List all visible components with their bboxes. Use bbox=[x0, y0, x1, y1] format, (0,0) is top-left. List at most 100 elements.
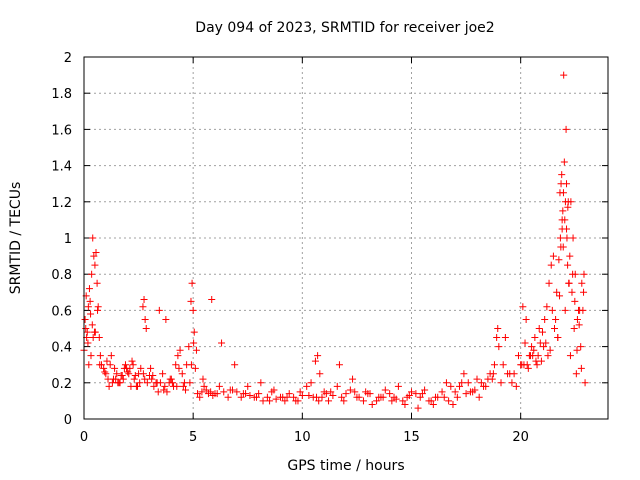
x-tick-label: 15 bbox=[403, 430, 420, 445]
y-tick-label: 1.6 bbox=[51, 123, 72, 138]
data-point bbox=[298, 391, 306, 399]
data-point bbox=[111, 364, 119, 372]
data-point bbox=[520, 361, 528, 369]
data-point bbox=[87, 352, 95, 360]
data-point bbox=[569, 270, 577, 278]
data-point bbox=[373, 397, 381, 405]
data-point bbox=[316, 370, 324, 378]
data-point bbox=[552, 315, 560, 323]
y-tick-label: 1.8 bbox=[51, 87, 72, 102]
data-point bbox=[549, 252, 557, 260]
data-point bbox=[96, 361, 104, 369]
data-point bbox=[105, 382, 113, 390]
data-point bbox=[257, 379, 265, 387]
data-point bbox=[141, 315, 149, 323]
data-point bbox=[497, 379, 505, 387]
data-point bbox=[394, 382, 402, 390]
data-point bbox=[307, 379, 315, 387]
data-point bbox=[162, 315, 170, 323]
data-point bbox=[176, 346, 184, 354]
data-point bbox=[270, 386, 278, 394]
data-point bbox=[187, 297, 195, 305]
data-point bbox=[90, 252, 98, 260]
data-point bbox=[220, 388, 228, 396]
data-point bbox=[311, 357, 319, 365]
data-point bbox=[519, 303, 527, 311]
data-point bbox=[535, 325, 543, 332]
data-point bbox=[456, 382, 464, 390]
data-point bbox=[541, 315, 549, 323]
data-point bbox=[272, 395, 280, 403]
x-tick-label: 10 bbox=[294, 430, 311, 445]
data-point bbox=[215, 382, 223, 390]
data-point bbox=[131, 372, 139, 380]
data-point bbox=[186, 379, 194, 387]
data-point bbox=[133, 382, 141, 390]
data-point bbox=[553, 288, 561, 296]
data-point bbox=[128, 357, 136, 365]
data-point bbox=[571, 297, 579, 305]
data-point bbox=[554, 334, 562, 342]
data-point bbox=[198, 388, 206, 396]
data-point bbox=[89, 234, 97, 242]
data-point bbox=[521, 339, 529, 347]
data-point bbox=[90, 328, 98, 336]
data-point bbox=[548, 306, 556, 314]
data-point bbox=[88, 270, 96, 278]
data-point bbox=[290, 393, 298, 401]
data-point bbox=[305, 391, 313, 399]
data-point bbox=[471, 386, 479, 394]
data-point bbox=[155, 306, 163, 314]
data-point bbox=[194, 390, 202, 398]
data-point bbox=[179, 382, 187, 390]
data-point bbox=[555, 256, 563, 264]
data-point bbox=[530, 346, 538, 354]
data-point bbox=[200, 382, 208, 390]
y-tick-label: 0.6 bbox=[51, 304, 72, 319]
data-point bbox=[149, 372, 157, 380]
data-point bbox=[408, 388, 415, 396]
data-point bbox=[325, 397, 333, 405]
data-point bbox=[557, 243, 565, 251]
data-point bbox=[392, 395, 400, 403]
data-point bbox=[224, 393, 232, 401]
data-point bbox=[545, 279, 553, 287]
data-point bbox=[572, 370, 580, 378]
data-point bbox=[366, 390, 374, 398]
data-point bbox=[349, 375, 357, 383]
data-point bbox=[148, 375, 156, 383]
data-point bbox=[578, 279, 586, 287]
data-point bbox=[442, 379, 450, 387]
y-axis-title: SRMTID / TECUs bbox=[8, 182, 24, 295]
y-tick-label: 0 bbox=[64, 413, 72, 428]
data-point bbox=[163, 388, 171, 396]
data-point bbox=[93, 279, 101, 287]
plot-frame bbox=[83, 56, 609, 420]
data-point bbox=[174, 352, 182, 360]
data-point bbox=[462, 390, 470, 398]
data-point bbox=[218, 339, 226, 347]
data-point bbox=[388, 397, 396, 405]
data-point bbox=[237, 393, 245, 401]
data-point bbox=[87, 310, 95, 318]
data-point bbox=[89, 334, 97, 342]
data-point bbox=[246, 391, 254, 399]
data-point bbox=[543, 303, 551, 311]
data-point bbox=[559, 189, 567, 197]
data-point bbox=[84, 339, 92, 347]
data-point bbox=[314, 352, 322, 360]
data-point bbox=[477, 379, 485, 387]
data-point bbox=[96, 352, 104, 360]
y-tick-label: 1.2 bbox=[51, 196, 72, 211]
data-point bbox=[92, 248, 100, 256]
data-point bbox=[85, 361, 93, 369]
data-point bbox=[172, 361, 180, 369]
data-point bbox=[101, 368, 109, 376]
data-points bbox=[80, 71, 589, 412]
data-point bbox=[143, 379, 151, 387]
data-point bbox=[166, 375, 174, 383]
data-point bbox=[514, 352, 522, 360]
data-point bbox=[427, 397, 435, 405]
data-point bbox=[558, 171, 566, 179]
